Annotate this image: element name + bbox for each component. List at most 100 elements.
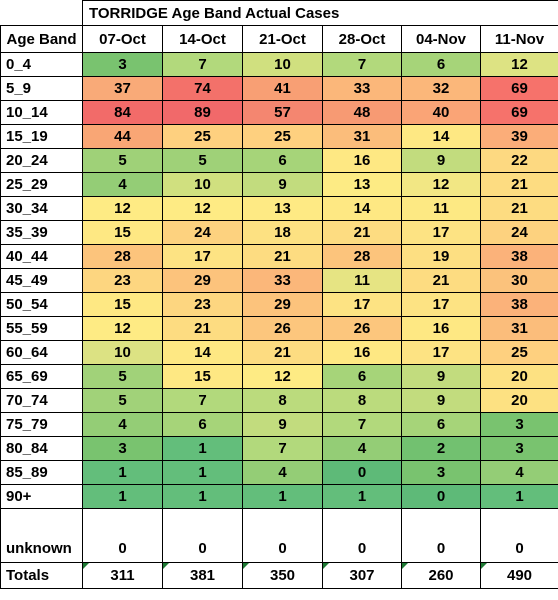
case-count-cell: 7 (322, 412, 402, 437)
age-band-label: 80_84 (0, 436, 83, 461)
case-count-cell: 0 (242, 508, 323, 563)
formula-flag-icon (243, 563, 249, 569)
table-row: 70_74 5 7 8 8 9 20 (0, 388, 558, 413)
case-count-cell: 13 (242, 196, 323, 221)
case-count-cell: 11 (401, 196, 481, 221)
age-band-label: 60_64 (0, 340, 83, 365)
case-count-cell: 3 (82, 436, 163, 461)
case-count-cell: 74 (162, 76, 243, 101)
case-count-cell: 1 (82, 460, 163, 485)
table-row: 85_89 1 1 4 0 3 4 (0, 460, 558, 485)
case-count-cell: 16 (322, 148, 402, 173)
case-count-cell: 21 (480, 172, 558, 197)
case-count-cell: 0 (401, 508, 481, 563)
case-count-cell: 23 (82, 268, 163, 293)
case-count-cell: 57 (242, 100, 323, 125)
case-count-cell: 0 (322, 508, 402, 563)
case-count-cell: 24 (480, 220, 558, 245)
case-count-cell: 5 (162, 148, 243, 173)
case-count-cell: 29 (242, 292, 323, 317)
week-header: 07-Oct (82, 25, 163, 53)
age-band-header: Age Band (0, 25, 83, 53)
table-row: 40_44 28 17 21 28 19 38 (0, 244, 558, 269)
case-count-cell: 6 (162, 412, 243, 437)
case-count-cell: 38 (480, 292, 558, 317)
case-count-cell: 17 (401, 340, 481, 365)
case-count-cell: 21 (162, 316, 243, 341)
case-count-cell: 7 (322, 52, 402, 77)
title-row: TORRIDGE Age Band Actual Cases (0, 0, 558, 26)
case-count-cell: 20 (480, 388, 558, 413)
total-cell: 307 (322, 562, 402, 589)
case-count-cell: 6 (401, 412, 481, 437)
totals-label: Totals (0, 562, 83, 589)
case-count-cell: 89 (162, 100, 243, 125)
case-count-cell: 4 (242, 460, 323, 485)
total-value: 260 (428, 567, 454, 584)
case-count-cell: 9 (242, 412, 323, 437)
case-count-cell: 14 (322, 196, 402, 221)
case-count-cell: 0 (82, 508, 163, 563)
table-title: TORRIDGE Age Band Actual Cases (82, 0, 558, 26)
case-count-cell: 17 (322, 292, 402, 317)
age-band-label: 55_59 (0, 316, 83, 341)
age-band-label: 65_69 (0, 364, 83, 389)
case-count-cell: 20 (480, 364, 558, 389)
age-band-label: 45_49 (0, 268, 83, 293)
case-count-cell: 0 (401, 484, 481, 509)
table-row: 20_24 5 5 6 16 9 22 (0, 148, 558, 173)
case-count-cell: 3 (480, 436, 558, 461)
case-count-cell: 12 (82, 316, 163, 341)
case-count-cell: 10 (242, 52, 323, 77)
case-count-cell: 1 (242, 484, 323, 509)
age-band-label: 0_4 (0, 52, 83, 77)
case-count-cell: 5 (82, 148, 163, 173)
week-header: 14-Oct (162, 25, 243, 53)
case-count-cell: 9 (401, 388, 481, 413)
unknown-row: unknown 0 0 0 0 0 0 (0, 508, 558, 563)
week-header: 04-Nov (401, 25, 481, 53)
case-count-cell: 6 (401, 52, 481, 77)
case-count-cell: 13 (322, 172, 402, 197)
case-count-cell: 69 (480, 76, 558, 101)
total-cell: 490 (480, 562, 558, 589)
total-cell: 381 (162, 562, 243, 589)
age-band-label: 20_24 (0, 148, 83, 173)
total-value: 381 (189, 567, 216, 584)
age-band-label: 75_79 (0, 412, 83, 437)
case-count-cell: 48 (322, 100, 402, 125)
case-count-cell: 1 (162, 436, 243, 461)
formula-flag-icon (83, 563, 89, 569)
case-count-cell: 17 (401, 220, 481, 245)
week-header: 21-Oct (242, 25, 323, 53)
case-count-cell: 18 (242, 220, 323, 245)
case-count-cell: 17 (162, 244, 243, 269)
table-row: 15_19 44 25 25 31 14 39 (0, 124, 558, 149)
table-row: 35_39 15 24 18 21 17 24 (0, 220, 558, 245)
age-band-label: 90+ (0, 484, 83, 509)
total-value: 350 (269, 567, 296, 584)
case-count-cell: 21 (242, 340, 323, 365)
table-row: 75_79 4 6 9 7 6 3 (0, 412, 558, 437)
case-count-cell: 0 (480, 508, 558, 563)
week-header: 28-Oct (322, 25, 402, 53)
total-cell: 260 (401, 562, 481, 589)
case-count-cell: 17 (401, 292, 481, 317)
case-count-cell: 84 (82, 100, 163, 125)
case-count-cell: 31 (480, 316, 558, 341)
table-row: 30_34 12 12 13 14 11 21 (0, 196, 558, 221)
table-row: 45_49 23 29 33 11 21 30 (0, 268, 558, 293)
case-count-cell: 25 (162, 124, 243, 149)
case-count-cell: 4 (82, 412, 163, 437)
case-count-cell: 12 (162, 196, 243, 221)
case-count-cell: 1 (162, 484, 243, 509)
table-row: 50_54 15 23 29 17 17 38 (0, 292, 558, 317)
case-count-cell: 8 (322, 388, 402, 413)
age-band-label: 5_9 (0, 76, 83, 101)
case-count-cell: 1 (322, 484, 402, 509)
age-band-label: unknown (0, 508, 83, 563)
age-band-label: 25_29 (0, 172, 83, 197)
case-count-cell: 21 (322, 220, 402, 245)
total-cell: 311 (82, 562, 163, 589)
